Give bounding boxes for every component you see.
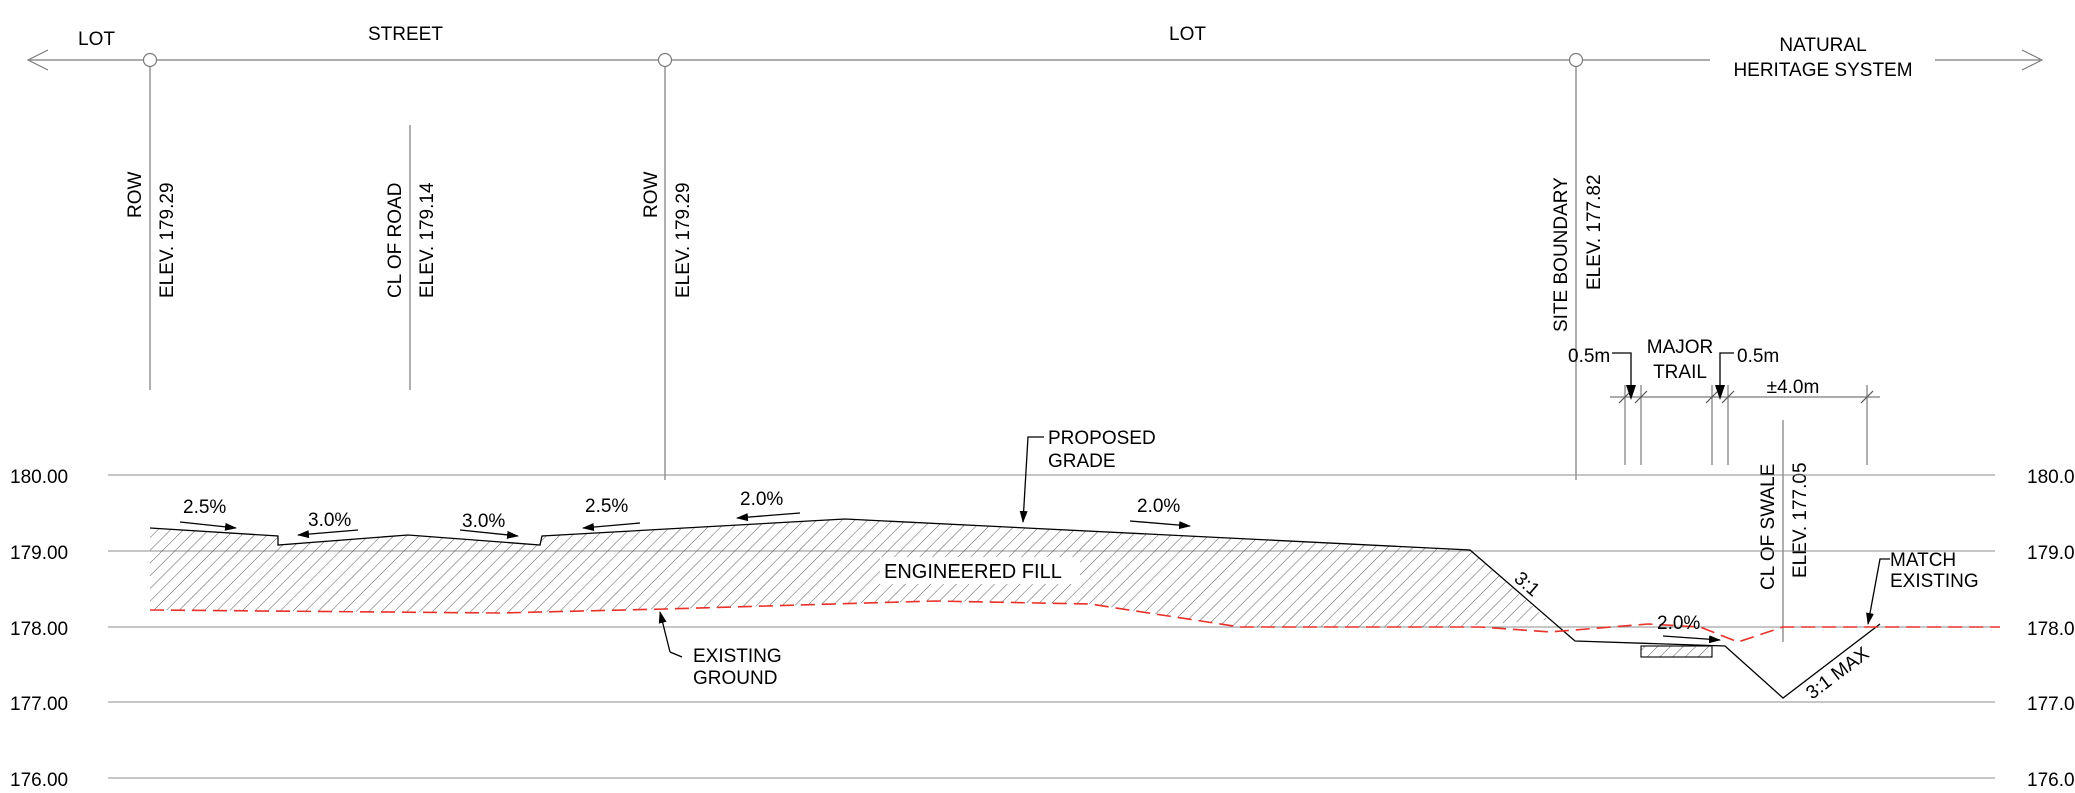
- cl-road-label: CL OF ROAD: [385, 183, 406, 298]
- existing-ground: [149, 600, 2000, 643]
- trail-width: ±4.0m: [1767, 377, 1820, 398]
- trail-surface: [1640, 645, 1713, 658]
- existing-ground-label-line1: EXISTING: [693, 646, 782, 667]
- site-boundary-elevation: ELEV. 177.82: [1584, 174, 1605, 290]
- swale-label: CL OF SWALE: [1758, 464, 1779, 590]
- elev-label-177-right: 177.0: [2027, 694, 2075, 715]
- slope-label-5: 2.0%: [740, 489, 783, 510]
- elev-label-176: 176.00: [10, 770, 68, 791]
- elev-label-179-right: 179.0: [2027, 543, 2075, 564]
- row-left-label: ROW: [125, 172, 146, 219]
- trail-left-offset: 0.5m: [1568, 346, 1610, 367]
- trail-right-offset: 0.5m: [1737, 346, 1779, 367]
- trail-label-line2: TRAIL: [1653, 362, 1707, 383]
- street-label: STREET: [368, 24, 443, 45]
- reference-lines: [149, 66, 1784, 642]
- slope-label-1: 2.5%: [183, 497, 226, 518]
- row-left-node: [142, 52, 158, 68]
- nhs-label-line2: HERITAGE SYSTEM: [1733, 60, 1912, 81]
- site-boundary-label: SITE BOUNDARY: [1551, 177, 1572, 332]
- elev-label-177: 177.00: [10, 694, 68, 715]
- engineered-fill-hatch: [150, 519, 1548, 627]
- match-existing-label-line2: EXISTING: [1890, 571, 1979, 592]
- row-right-node: [657, 52, 673, 68]
- slope-label-7: 2.0%: [1657, 613, 1700, 634]
- slope-label-6: 2.0%: [1137, 496, 1180, 517]
- elev-label-178-right: 178.0: [2027, 619, 2075, 640]
- row-left-elevation: ELEV. 179.29: [157, 182, 178, 298]
- existing-ground-label-line2: GROUND: [693, 668, 777, 689]
- swale-side-slope-label: 3:1 MAX: [1802, 643, 1873, 704]
- trail-label-line1: MAJOR: [1647, 337, 1714, 358]
- callout-leaders: [658, 436, 1890, 658]
- elev-label-176-right: 176.0: [2027, 770, 2075, 791]
- swale-elevation: ELEV. 177.05: [1790, 462, 1811, 578]
- slope-label-4: 2.5%: [585, 496, 628, 517]
- elev-label-179: 179.00: [10, 543, 68, 564]
- match-existing-label-line1: MATCH: [1890, 550, 1956, 571]
- slope-label-2: 3.0%: [308, 510, 351, 531]
- property-line: [26, 49, 2044, 71]
- elev-label-178: 178.00: [10, 619, 68, 640]
- proposed-grade-label-line1: PROPOSED: [1048, 428, 1156, 449]
- trail-dimension: [1610, 352, 1880, 465]
- proposed-grade-label-line2: GRADE: [1048, 451, 1116, 472]
- proposed-grade: [149, 518, 1881, 699]
- engineered-fill-label: ENGINEERED FILL: [884, 561, 1062, 583]
- slope-arrows: [179, 512, 1721, 644]
- site-boundary-node: [1568, 52, 1584, 68]
- elev-label-180-right: 180.0: [2027, 467, 2075, 488]
- lot-left-label: LOT: [78, 29, 115, 50]
- cl-road-elevation: ELEV. 179.14: [417, 182, 438, 298]
- elevation-grid: [108, 474, 1995, 779]
- lot-mid-label: LOT: [1169, 24, 1206, 45]
- elev-label-180: 180.00: [10, 467, 68, 488]
- slope-label-3: 3.0%: [462, 511, 505, 532]
- row-right-elevation: ELEV. 179.29: [673, 182, 694, 298]
- nhs-label-line1: NATURAL: [1779, 35, 1866, 56]
- row-right-label: ROW: [641, 172, 662, 219]
